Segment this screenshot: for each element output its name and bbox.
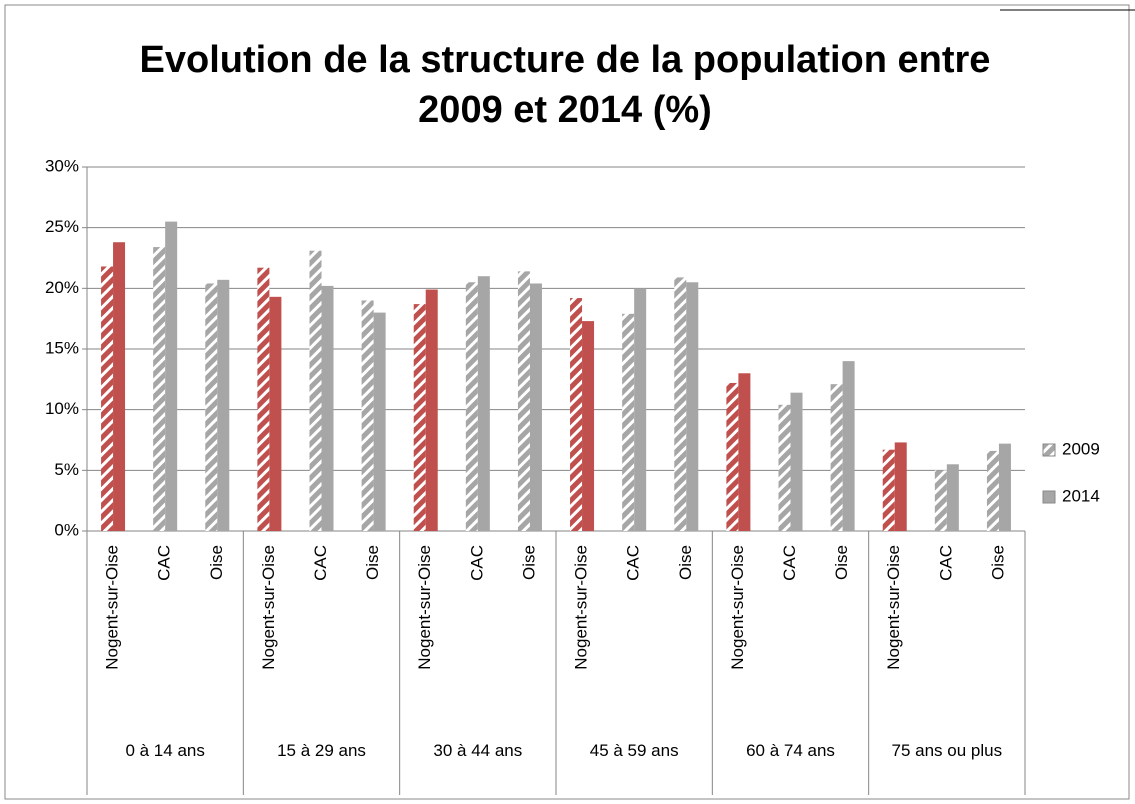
x-tick-label: Oise — [207, 545, 226, 580]
y-tick-label: 20% — [45, 278, 79, 297]
group-label: 75 ans ou plus — [891, 741, 1003, 760]
bar — [373, 312, 386, 531]
x-tick-label: Nogent-sur-Oise — [572, 545, 591, 670]
bar — [934, 470, 947, 531]
legend-label: 2014 — [1062, 486, 1100, 505]
bar — [842, 361, 855, 531]
bar — [257, 267, 270, 531]
y-tick-label: 25% — [45, 217, 79, 236]
bar — [622, 313, 635, 531]
y-tick-label: 15% — [45, 338, 79, 357]
x-tick-label: Nogent-sur-Oise — [103, 545, 122, 670]
y-tick-label: 30% — [45, 156, 79, 175]
bar — [113, 242, 126, 531]
x-tick-label: Oise — [519, 545, 538, 580]
x-tick-label: CAC — [311, 545, 330, 581]
bar — [425, 289, 438, 531]
x-tick-label: CAC — [155, 545, 174, 581]
bar — [465, 282, 478, 531]
bar — [726, 382, 739, 531]
bar — [165, 221, 178, 531]
bar — [894, 442, 907, 531]
bar — [946, 464, 959, 531]
bar — [529, 283, 542, 531]
bar — [582, 321, 595, 531]
bar — [321, 285, 334, 531]
group-label: 30 à 44 ans — [433, 741, 523, 760]
bar — [153, 247, 166, 531]
bar — [674, 277, 687, 531]
bar — [477, 276, 490, 531]
x-tick-label: CAC — [624, 545, 643, 581]
bar — [986, 450, 999, 531]
bar — [101, 266, 114, 531]
bar — [205, 283, 218, 531]
bar — [413, 304, 426, 531]
bar — [790, 392, 803, 531]
x-tick-label: Nogent-sur-Oise — [259, 545, 278, 670]
bar — [998, 443, 1011, 531]
chart-title: Evolution de la structure de la populati… — [139, 39, 991, 131]
bar — [882, 449, 895, 531]
y-tick-label: 10% — [45, 399, 79, 418]
bar — [738, 373, 751, 531]
group-label: 0 à 14 ans — [125, 741, 205, 760]
bar — [778, 404, 791, 531]
bar — [830, 384, 843, 531]
y-tick-label: 0% — [54, 520, 79, 539]
legend-label: 2009 — [1062, 439, 1100, 458]
bar — [570, 298, 583, 531]
group-label: 45 à 59 ans — [589, 741, 679, 760]
x-tick-label: CAC — [780, 545, 799, 581]
x-tick-label: Oise — [988, 545, 1007, 580]
chart-border — [4, 4, 1130, 800]
bar — [517, 271, 530, 531]
bar — [309, 250, 322, 531]
y-tick-label: 5% — [54, 460, 79, 479]
x-tick-label: Oise — [832, 545, 851, 580]
x-tick-label: Oise — [363, 545, 382, 580]
bar — [361, 300, 374, 531]
x-tick-label: Nogent-sur-Oise — [728, 545, 747, 670]
x-tick-label: Nogent-sur-Oise — [415, 545, 434, 670]
bar — [686, 282, 699, 531]
x-tick-label: CAC — [936, 545, 955, 581]
bar — [217, 279, 230, 531]
x-tick-label: Oise — [676, 545, 695, 580]
group-label: 60 à 74 ans — [746, 741, 835, 760]
legend-swatch — [1042, 443, 1056, 457]
x-tick-label: Nogent-sur-Oise — [884, 545, 903, 670]
legend-swatch — [1042, 490, 1056, 504]
bar — [269, 296, 282, 531]
x-tick-label: CAC — [467, 545, 486, 581]
group-label: 15 à 29 ans — [277, 741, 366, 760]
bar — [634, 288, 647, 531]
